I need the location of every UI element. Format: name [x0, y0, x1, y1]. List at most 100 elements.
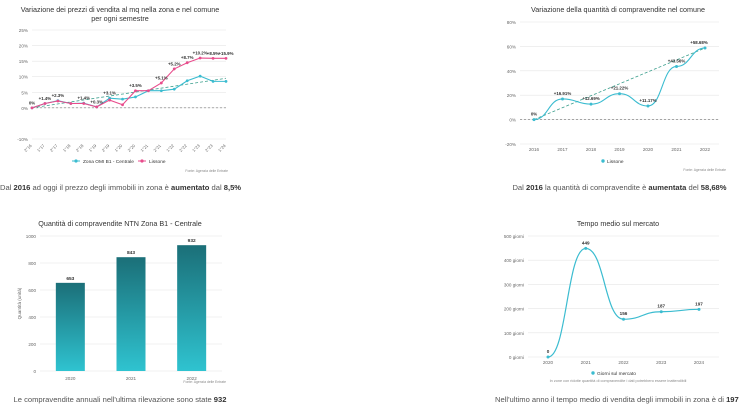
data-point	[224, 56, 228, 60]
legend-label: Zona OMI B1 - Centrale	[83, 159, 134, 165]
time-on-market-caption: Nell'ultimo anno il tempo medio di vendi…	[495, 395, 739, 404]
data-point	[56, 99, 60, 103]
x-tick-label: 2022	[618, 360, 629, 365]
x-tick-label: 2022	[700, 147, 711, 152]
x-tick-label: 2024	[694, 360, 705, 365]
bar	[55, 282, 85, 371]
trend-line	[533, 47, 706, 120]
legend-label: Lissone	[607, 159, 624, 165]
x-tick-label: 2°17	[49, 143, 59, 153]
data-label: +16.91%	[554, 91, 572, 96]
data-point	[147, 89, 150, 93]
data-label: +11.17%	[639, 98, 656, 103]
y-tick-label: 25%	[19, 28, 28, 33]
data-point	[69, 102, 73, 105]
y-tick-label: -10%	[17, 137, 28, 142]
y-tick-label: 400 giorni	[504, 258, 524, 263]
chart-title: Tempo medio sul mercato	[577, 219, 659, 228]
legend-label: Lissone	[149, 159, 166, 165]
x-tick-label: 1°21	[139, 143, 149, 153]
data-label: +3.5%	[129, 83, 142, 88]
price-variation-svg: Variazione dei prezzi di vendita al mq n…	[17, 5, 233, 173]
data-label: 0%	[531, 112, 537, 117]
data-point	[703, 46, 707, 50]
chart-subtitle: per ogni semestre	[91, 14, 149, 23]
data-point	[134, 95, 137, 99]
data-label: +8.5%	[207, 51, 220, 56]
x-tick-label: 2°21	[152, 143, 162, 153]
data-point	[546, 355, 550, 359]
legend-marker	[591, 371, 595, 375]
y-tick-label: 200 giorni	[504, 307, 524, 312]
y-tick-label: 1000	[26, 234, 37, 239]
data-label: +15.9%	[218, 51, 233, 56]
y-tick-label: 20%	[19, 44, 28, 49]
x-tick-label: 1°24	[217, 143, 227, 153]
quantity-variation-chart: Variazione della quantità di compravendi…	[500, 0, 739, 185]
data-label: 197	[695, 301, 703, 306]
legend-label: Giorni sul mercato	[597, 371, 636, 377]
data-label: +43.56%	[668, 58, 686, 63]
data-point	[172, 67, 176, 71]
y-tick-label: 0%	[21, 106, 28, 111]
x-tick-label: 2021	[126, 376, 137, 381]
y-tick-label: 400	[28, 315, 36, 320]
data-point	[95, 105, 99, 109]
data-label: +5.2%	[168, 61, 181, 66]
data-note: In zone con ridotte quantità di comprave…	[550, 379, 687, 383]
data-label: +21.22%	[611, 86, 629, 91]
transactions-svg: Quantità di compravendite NTN Zona B1 - …	[17, 219, 226, 384]
y-tick-label: 20%	[507, 93, 516, 98]
source-label: Fonte: Agenzia delle Entrate	[183, 380, 226, 384]
data-point	[211, 79, 215, 83]
price-variation-caption: Dal 2016 ad oggi il prezzo degli immobil…	[0, 183, 242, 192]
data-label: +5.1%	[155, 75, 168, 80]
data-point	[82, 102, 86, 105]
legend-marker	[601, 159, 605, 163]
y-tick-label: 80%	[507, 20, 516, 25]
data-label: 0	[547, 349, 550, 354]
y-tick-label: 10%	[19, 75, 28, 80]
data-label: +0.3%	[90, 99, 103, 104]
data-point	[675, 64, 678, 68]
y-tick-label: 200	[28, 342, 36, 347]
data-label: +1.4%	[77, 96, 90, 101]
time-on-market-svg: Tempo medio sul mercato 0 giorni 100 giorn…	[504, 219, 719, 383]
data-label: 449	[582, 240, 590, 245]
source-label: Fonte: Agenzia delle Entrate	[185, 169, 228, 173]
data-label: 156	[620, 311, 628, 316]
series-line-days	[547, 247, 700, 358]
data-point	[198, 56, 202, 60]
trend-line	[31, 77, 227, 109]
data-point	[108, 98, 111, 102]
x-tick-label: 2019	[614, 147, 625, 152]
y-tick-label: 0 giorni	[509, 355, 524, 360]
source-label: Fonte: Agenzia delle Entrate	[683, 168, 726, 172]
data-point	[134, 89, 137, 93]
x-tick-label: 2021	[581, 360, 592, 365]
y-tick-label: 600	[28, 288, 36, 293]
time-on-market-chart: Tempo medio sul mercato 0 giorni 100 giorn…	[500, 212, 739, 392]
legend-marker	[74, 159, 78, 163]
x-tick-label: 2020	[543, 360, 554, 365]
x-tick-label: 1°17	[36, 143, 46, 153]
x-tick-label: 2016	[529, 147, 540, 152]
data-point	[646, 104, 650, 108]
data-label: 187	[657, 304, 665, 309]
data-point	[198, 74, 202, 78]
x-tick-label: 2021	[671, 147, 682, 152]
bar-value-label: 932	[188, 238, 196, 244]
bar	[116, 257, 146, 371]
data-point	[121, 97, 124, 101]
x-tick-label: 1°22	[165, 143, 175, 153]
y-tick-label: 800	[28, 261, 36, 266]
chart-title: Variazione dei prezzi di vendita al mq n…	[21, 5, 219, 14]
data-point	[211, 56, 215, 60]
y-tick-label: 40%	[507, 69, 516, 74]
data-point	[30, 106, 34, 110]
x-tick-label: 2°16	[23, 143, 33, 153]
data-point	[659, 310, 663, 314]
data-point	[159, 81, 163, 85]
y-tick-label: 0%	[509, 118, 516, 123]
y-tick-label: 0	[33, 369, 36, 374]
